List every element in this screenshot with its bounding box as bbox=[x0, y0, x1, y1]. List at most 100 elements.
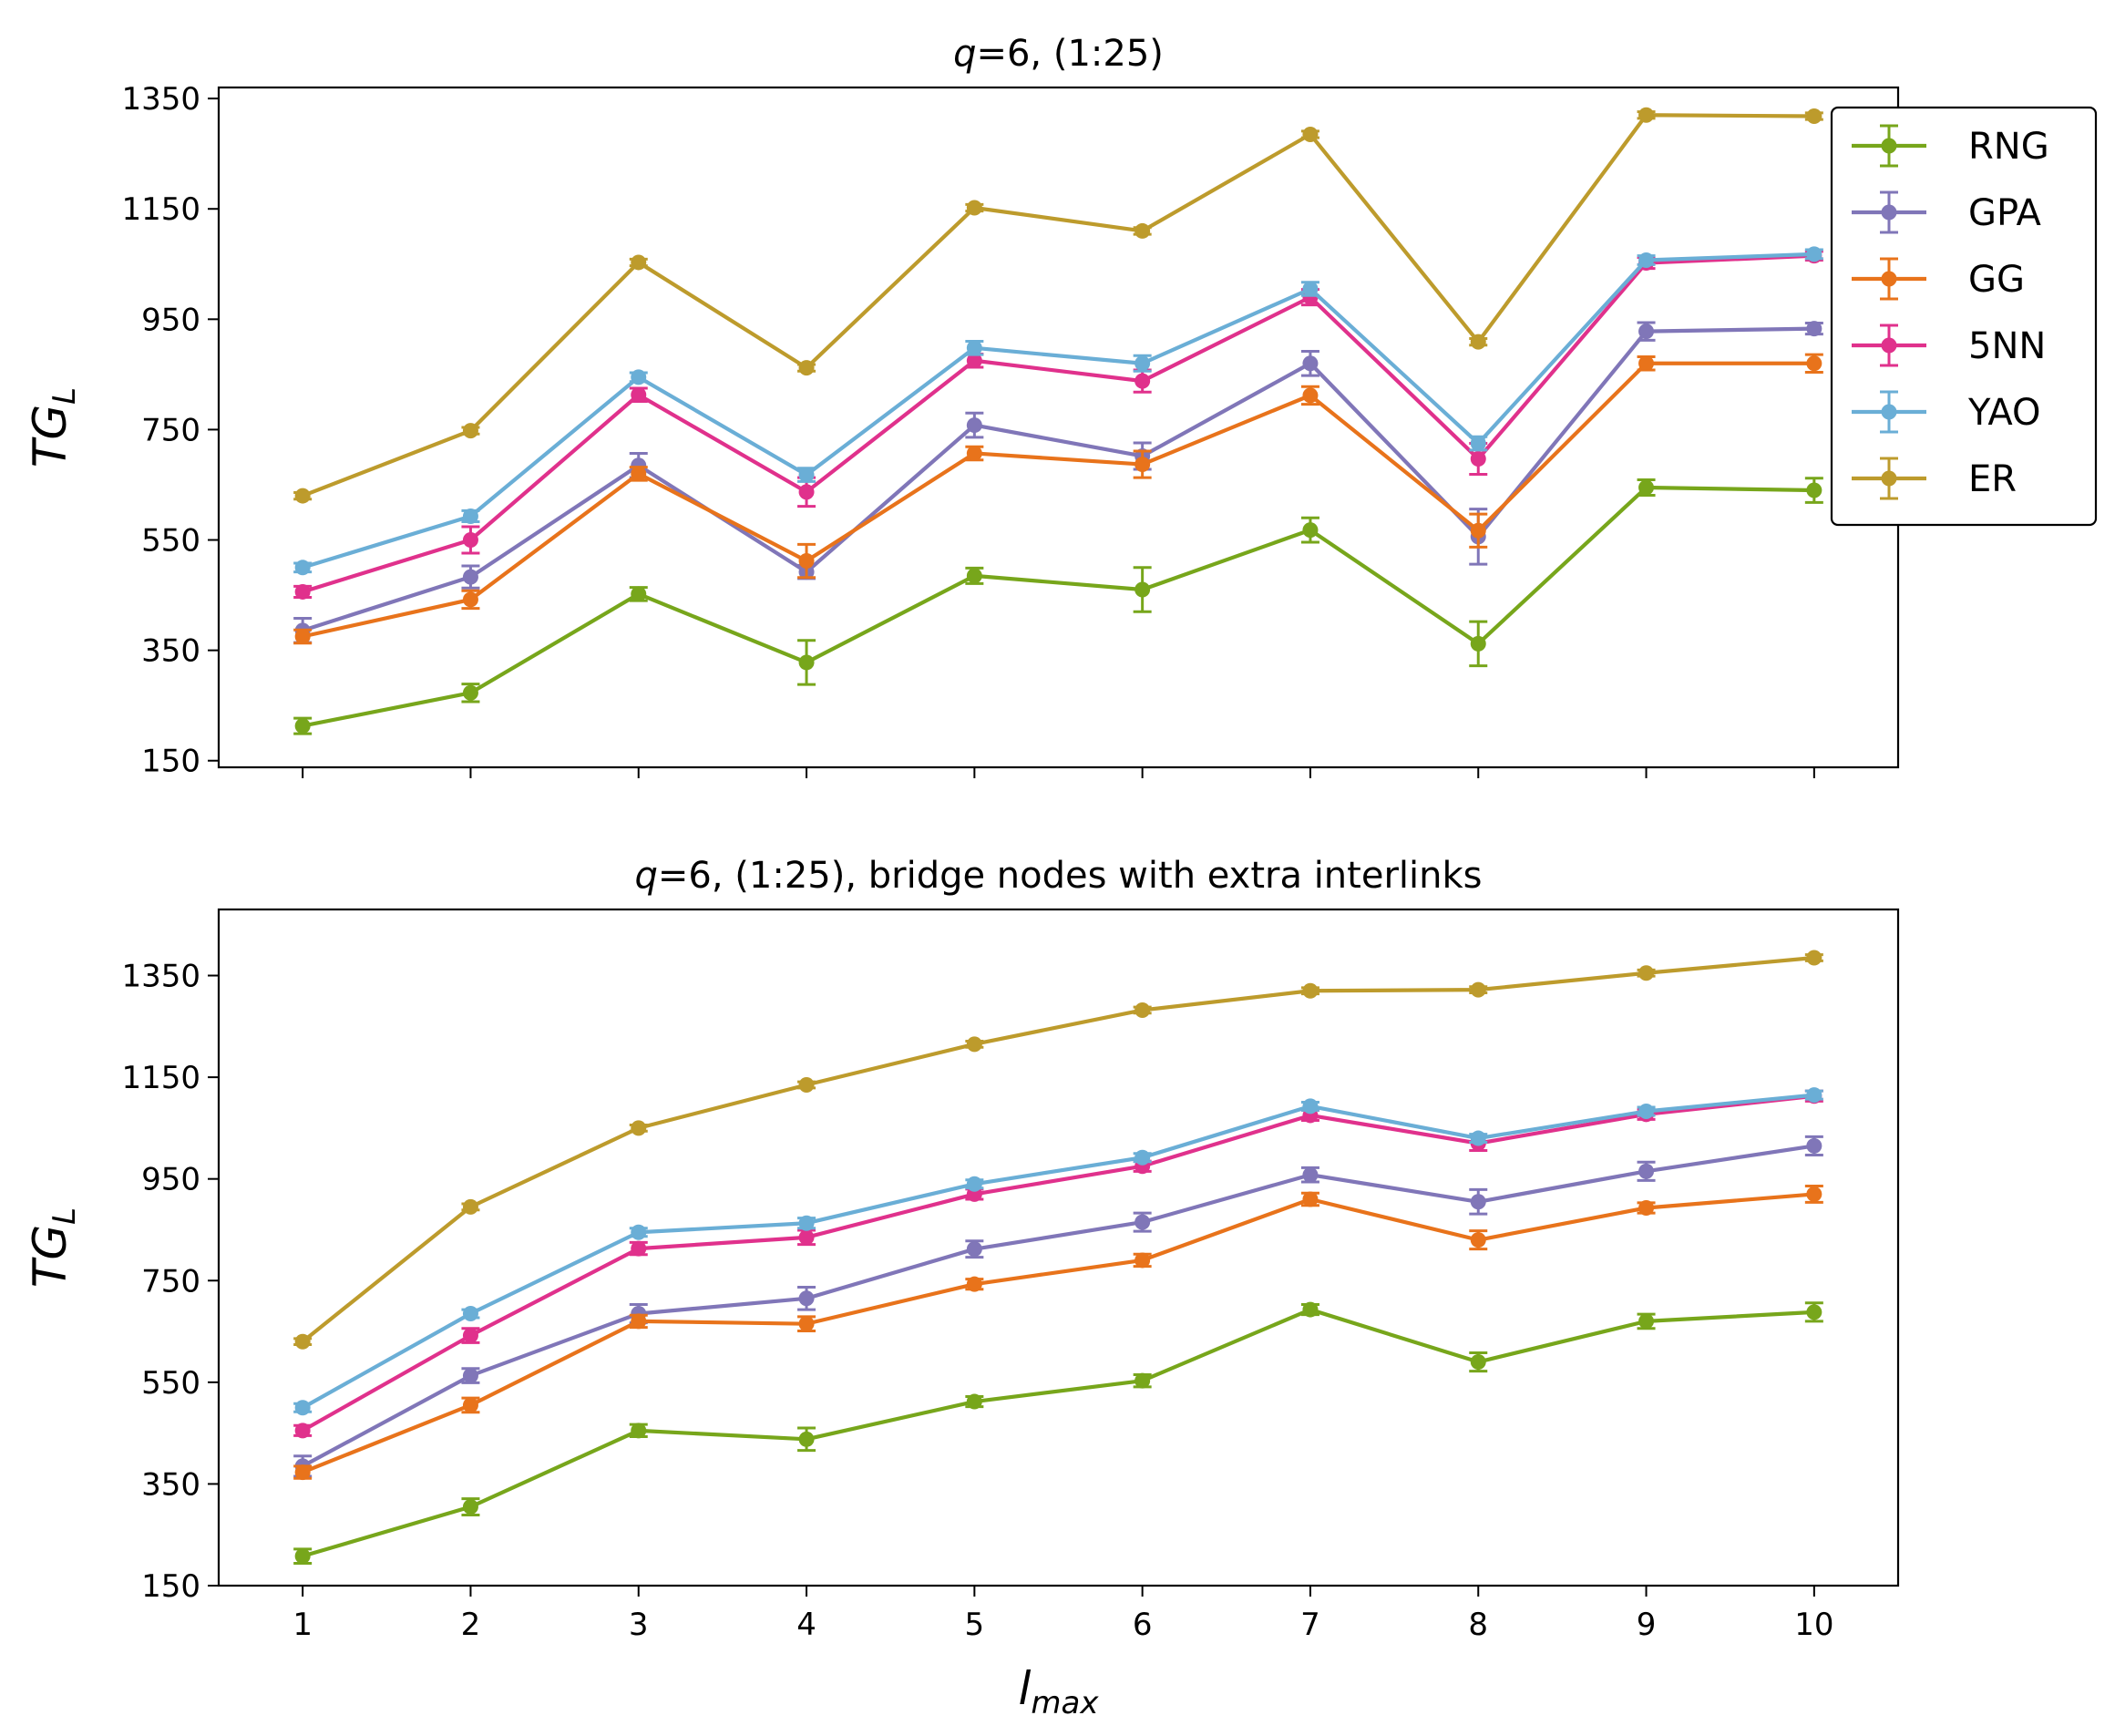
data-point bbox=[631, 369, 647, 385]
legend-marker bbox=[1881, 204, 1897, 221]
legend-label: GG bbox=[1968, 259, 2025, 301]
x-tick-label: 1 bbox=[293, 1607, 313, 1643]
data-point bbox=[462, 508, 478, 524]
data-point bbox=[462, 684, 478, 701]
data-point bbox=[1135, 373, 1151, 389]
chart-title-text: =6, (1:25), bridge nodes with extra inte… bbox=[658, 855, 1483, 897]
data-point bbox=[462, 532, 478, 549]
x-tick-label: 6 bbox=[1133, 1607, 1153, 1643]
data-point bbox=[966, 417, 982, 434]
data-point bbox=[966, 568, 982, 584]
data-point bbox=[1470, 1130, 1486, 1146]
data-point bbox=[1806, 950, 1822, 966]
legend-marker bbox=[1881, 404, 1897, 420]
legend-item-5nn: 5NN bbox=[1852, 324, 2046, 367]
data-point bbox=[966, 1393, 982, 1410]
legend-marker bbox=[1881, 337, 1897, 354]
chart-title-variable: q bbox=[953, 33, 976, 75]
data-point bbox=[294, 1333, 311, 1350]
data-point bbox=[1135, 581, 1151, 598]
data-point bbox=[798, 360, 815, 376]
y-axis-label-subscript: L bbox=[46, 387, 83, 405]
chart-panel-2: q=6, (1:25), bridge nodes with extra int… bbox=[24, 855, 1900, 1721]
series-line bbox=[301, 955, 1815, 1343]
data-point bbox=[462, 1368, 478, 1384]
data-point bbox=[1638, 1163, 1655, 1179]
legend-label: GPA bbox=[1968, 192, 2042, 234]
data-point bbox=[1470, 1194, 1486, 1210]
legend-label: ER bbox=[1968, 458, 2017, 500]
data-point bbox=[1470, 1354, 1486, 1371]
y-tick-label: 750 bbox=[141, 1263, 200, 1299]
legend-box bbox=[1830, 106, 2098, 527]
chart-title: q=6, (1:25), bridge nodes with extra int… bbox=[635, 855, 1483, 897]
legend-item-gg: GG bbox=[1852, 257, 2025, 301]
data-point bbox=[1638, 355, 1655, 372]
y-tick-label: 350 bbox=[141, 1466, 200, 1503]
chart-title-text: =6, (1:25) bbox=[976, 33, 1163, 75]
data-point bbox=[798, 654, 815, 671]
data-point bbox=[966, 340, 982, 356]
data-point bbox=[1806, 1186, 1822, 1202]
data-point bbox=[1470, 981, 1486, 998]
series-line bbox=[302, 1307, 1814, 1558]
data-point bbox=[631, 466, 647, 482]
series-5nn bbox=[293, 248, 1823, 600]
series-line bbox=[302, 485, 1814, 728]
x-tick-label: 3 bbox=[629, 1607, 649, 1643]
series-5nn bbox=[293, 1088, 1823, 1439]
y-tick-label: 950 bbox=[141, 1162, 200, 1198]
y-axis-label: TGL bbox=[24, 1207, 83, 1288]
legend-marker bbox=[1881, 138, 1897, 154]
series-line bbox=[302, 1144, 1815, 1468]
data-point bbox=[1470, 334, 1486, 350]
data-point bbox=[1806, 246, 1822, 262]
data-point bbox=[631, 1313, 647, 1330]
data-point bbox=[798, 484, 815, 500]
data-point bbox=[1302, 126, 1319, 142]
data-point bbox=[1135, 222, 1151, 239]
data-point bbox=[294, 718, 311, 734]
series-line bbox=[302, 252, 1814, 570]
series-line bbox=[302, 253, 1814, 594]
legend-item-er: ER bbox=[1852, 457, 2017, 500]
data-point bbox=[631, 1423, 647, 1439]
series-gg bbox=[293, 1184, 1823, 1481]
y-tick-label: 1350 bbox=[121, 959, 200, 995]
data-point bbox=[1135, 457, 1151, 473]
data-point bbox=[1638, 1313, 1655, 1330]
data-point bbox=[966, 353, 982, 369]
legend-item-rng: RNG bbox=[1852, 124, 2049, 168]
x-tick-label: 2 bbox=[461, 1607, 481, 1643]
data-point bbox=[798, 1431, 815, 1447]
legend-marker bbox=[1881, 271, 1897, 287]
series-line bbox=[302, 1094, 1815, 1433]
data-point bbox=[1302, 1098, 1319, 1115]
x-tick-label: 9 bbox=[1637, 1607, 1657, 1643]
legend-marker bbox=[1881, 470, 1897, 487]
data-point bbox=[294, 1464, 311, 1481]
data-point bbox=[1302, 387, 1319, 404]
series-line bbox=[302, 1093, 1815, 1410]
x-tick-label: 4 bbox=[796, 1607, 816, 1643]
data-point bbox=[798, 1229, 815, 1246]
data-point bbox=[966, 200, 982, 216]
data-point bbox=[1470, 1232, 1486, 1248]
y-tick-label: 350 bbox=[141, 633, 200, 670]
data-point bbox=[1638, 965, 1655, 981]
data-point bbox=[462, 1499, 478, 1515]
series-line bbox=[302, 361, 1814, 639]
data-point bbox=[1135, 1002, 1151, 1018]
data-point bbox=[631, 1240, 647, 1257]
data-point bbox=[1806, 1304, 1822, 1320]
data-point bbox=[1135, 1214, 1151, 1230]
data-point bbox=[462, 1328, 478, 1344]
data-point bbox=[1638, 252, 1655, 269]
plot-frame bbox=[217, 908, 1900, 1587]
y-tick-label: 550 bbox=[141, 523, 200, 560]
y-tick-label: 1150 bbox=[121, 191, 200, 228]
y-tick-label: 150 bbox=[141, 744, 200, 780]
data-point bbox=[1135, 1252, 1151, 1269]
data-point bbox=[1638, 479, 1655, 496]
